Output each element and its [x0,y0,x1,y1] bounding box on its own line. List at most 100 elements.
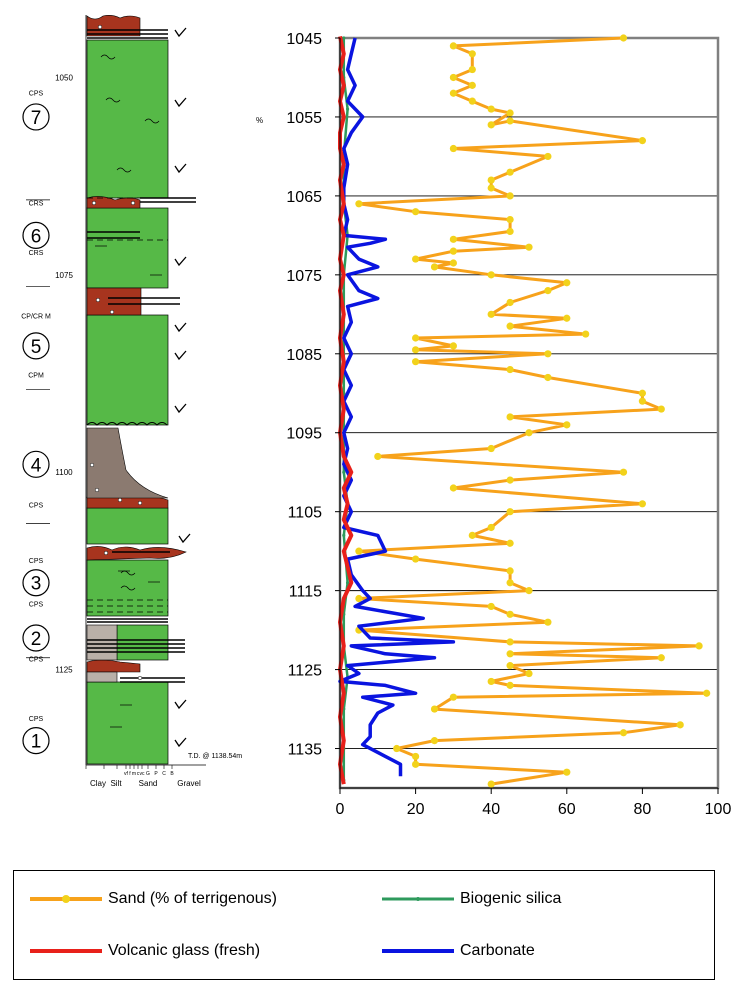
sand-point-78 [703,689,711,697]
x-tick-label-20: 20 [407,801,425,818]
x-tick-label-0: 0 [336,801,345,818]
diamict-bed-65 [86,196,141,209]
sand-point-29 [487,271,495,279]
clast-0 [97,24,103,30]
sand-point-63 [506,579,514,587]
legend-entry-carbonate: Carbonate [382,941,535,961]
y-tick-label-1135: 1135 [288,742,323,759]
sand-point-75 [525,669,533,678]
sand-point-68 [544,618,552,626]
unit-number-4: 4 [31,455,42,476]
percent-symbol: % [256,116,263,125]
sand-point-60 [355,547,363,555]
sand-point-11 [506,117,514,125]
axis-ticks: 1045 1055 1065 1075 1085 1095 1105 1115 1125 1135… [286,31,731,818]
y-tick-label-1085: 1085 [286,347,322,364]
grain-group-clay: Clay [90,779,106,788]
bioturbation-symbol-7 [178,533,191,544]
sand-point-28 [430,263,439,271]
bioturbation-symbol-0 [174,27,187,38]
sand-point-6 [449,89,457,97]
facies-label-6: CPS [29,558,44,565]
sand-point-51 [374,452,382,461]
sand-point-73 [657,654,665,662]
sand-point-38 [449,342,457,350]
sand-point-79 [449,693,457,701]
facies-label-3: CP/CR M [21,313,51,320]
bioturbation-symbol-3 [174,256,187,267]
sand-point-26 [412,255,420,263]
clast-7 [117,497,123,503]
sand-point-62 [506,567,514,575]
sand-point-9 [506,109,514,117]
lithology-unit-7 [86,39,169,199]
legend-swatch-carbonate [382,949,454,953]
sand-point-23 [449,235,457,243]
sand-point-13 [449,144,457,153]
legend: Sand (% of terrigenous) Biogenic silica … [13,870,715,980]
sand-point-14 [544,152,552,161]
y-tick-label-1115: 1115 [289,584,322,601]
sand-point-71 [695,642,703,650]
clast-4 [109,309,115,315]
legend-swatch-biogenic-silica [382,897,454,901]
facies-label-4: CPM [28,372,44,379]
silica-point-13 [342,533,346,537]
unit-circle-1 [22,727,50,755]
clast-5 [89,462,95,468]
diamict-bed-108 [86,546,187,561]
silt-bed-unit-2 [86,624,118,661]
sand-point-22 [506,227,514,236]
sand-point-46 [657,405,665,413]
sand-point-21 [506,215,514,224]
unit-number-7: 7 [31,108,42,129]
diamict-bed-126 [86,659,141,673]
legend-label-carbonate: Carbonate [460,942,535,959]
silica-point-11 [342,470,346,474]
unit-circle-5 [22,332,50,360]
legend-swatch-volcanic-glass [30,949,102,953]
sand-point-84 [393,744,401,753]
sand-point-70 [506,638,514,646]
sand-point-80 [430,705,439,713]
wavy-contact [86,422,168,426]
sand-point-57 [487,523,495,532]
sand-point-2 [468,50,476,58]
grain-class-c: c [137,771,140,777]
diamict-bed-top [86,15,141,37]
laminae [87,29,196,683]
sand-point-41 [412,358,420,366]
clast-3 [95,297,101,303]
y-tick-label-1045: 1045 [286,31,322,48]
sand-point-45 [638,397,647,405]
lithology-unit-6 [86,207,169,289]
sand-point-44 [638,389,647,397]
facies-label-0: CPS [29,91,44,98]
wavy-lens-5 [120,585,136,591]
sand-point-5 [468,81,476,89]
sand-point-83 [430,737,439,745]
sand-point-59 [506,539,514,547]
unit-number-1: 1 [31,732,42,753]
lithology-unit-2 [116,624,169,661]
grain-class-f: f [129,771,131,777]
bioturbation-symbol-6 [174,403,187,414]
sand-point-39 [412,346,420,354]
sand-point-49 [525,429,533,437]
sand-point-87 [563,768,571,776]
unit-circle-7 [22,103,50,131]
lithology-unit-5 [86,314,169,426]
legend-label-biogenic-silica: Biogenic silica [460,890,562,907]
sand-point-25 [449,247,457,255]
depth-label-1075: 1075 [55,271,73,280]
column-labels: 1050 1075 1100 1125 7 6 5 4 3 2 1 CPS CRS CRS CP/CR M C… [21,24,242,760]
sand-point-54 [449,484,457,492]
sand-point-53 [506,476,514,484]
sand-point-30 [563,279,571,287]
unit-circle-6 [22,221,50,249]
clast-9 [103,550,109,556]
wavy-lens-1 [105,97,121,103]
unit-circle-3 [22,569,50,597]
bioturbation-symbol-5 [174,350,187,361]
dashed-contacts [87,197,168,613]
